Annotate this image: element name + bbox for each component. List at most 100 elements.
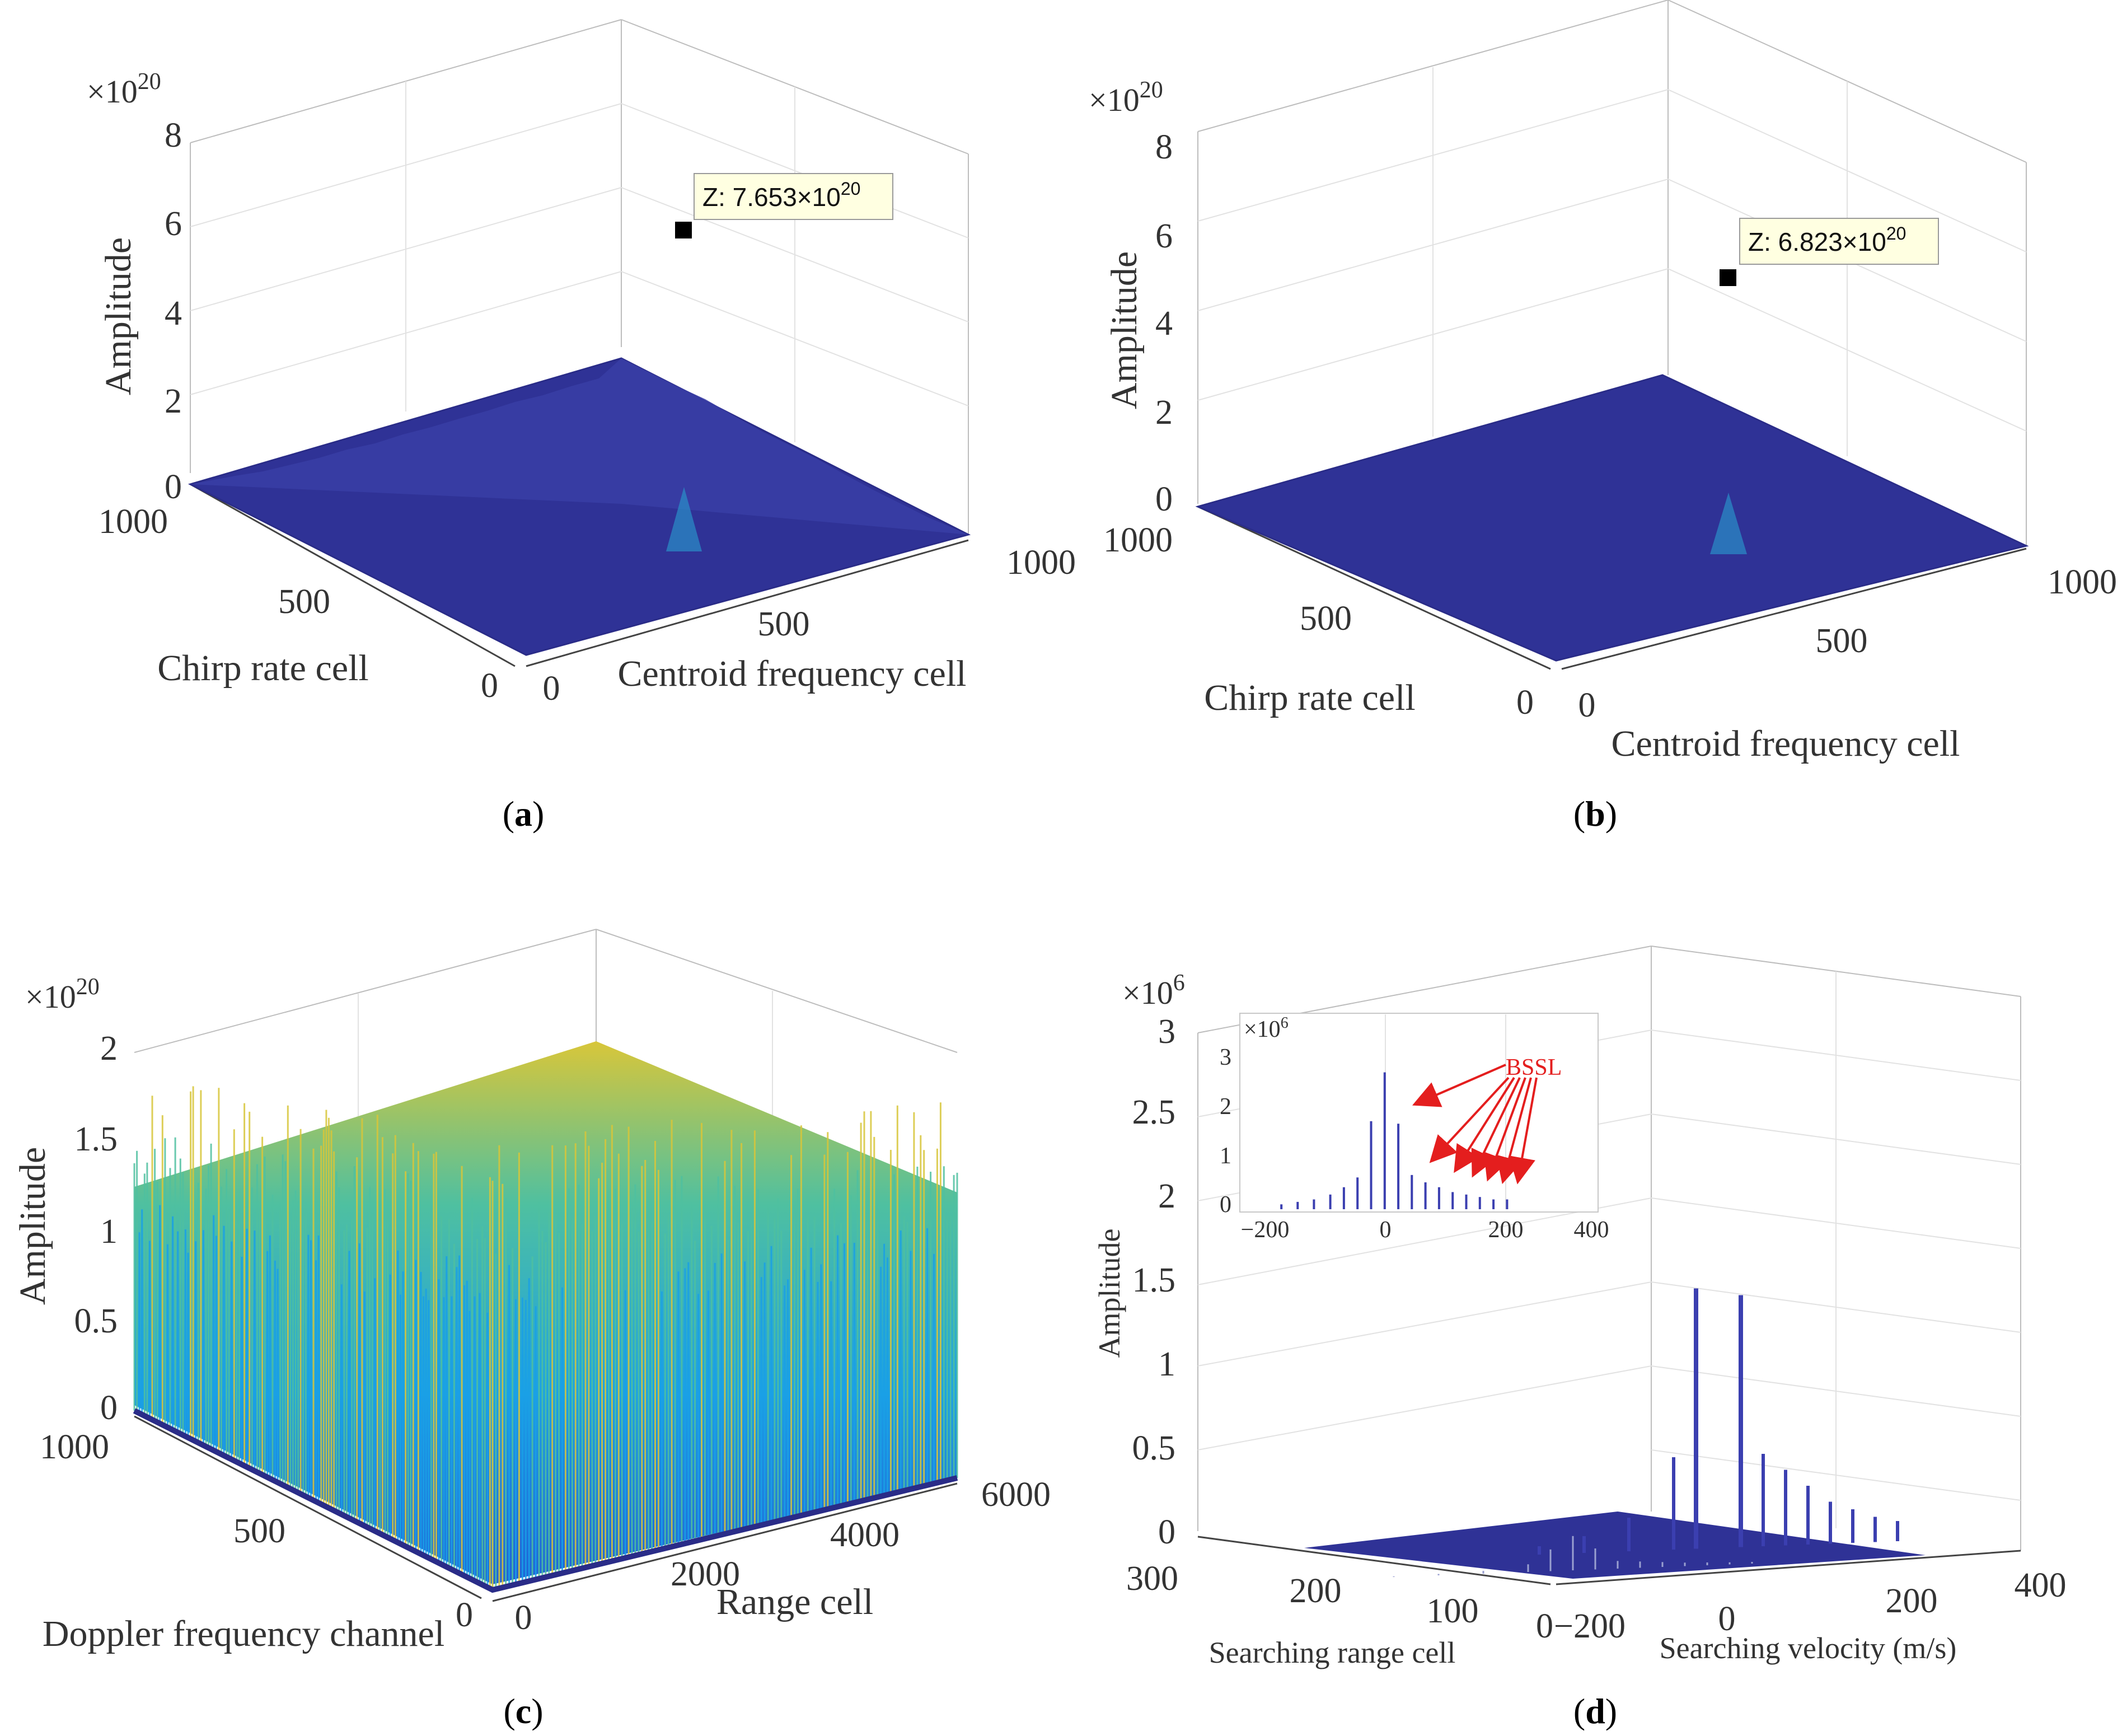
z-tick: 3 (1158, 1013, 1175, 1051)
panel-b-z-multiplier: ×1020 (1089, 77, 1163, 118)
panel-c-y-label: Range cell (716, 1581, 873, 1622)
y-tick: 500 (1816, 622, 1868, 660)
x-tick: 100 (1427, 1592, 1479, 1630)
panel-d-stems (1393, 1136, 1899, 1577)
z-tick: 1.5 (74, 1120, 118, 1158)
panel-a-z-ticks: 0 2 4 6 8 (165, 116, 182, 506)
z-tick: 6 (165, 205, 182, 243)
inset-y-ticks: 0 1 2 3 (1220, 1045, 1231, 1218)
panel-b-datatip-label: Z: 6.823×10 (1748, 227, 1886, 256)
z-tick: 1.5 (1132, 1261, 1176, 1299)
panel-d-x-ticks: 300 200 100 0 (1126, 1560, 1553, 1645)
y-tick: 0 (1578, 686, 1596, 724)
panel-b-x-ticks: 1000 500 0 (1103, 521, 1534, 722)
panel-a-box (190, 19, 969, 667)
x-tick: 500 (1300, 600, 1352, 638)
panel-c-y-ticks: 0 2000 4000 6000 (515, 1476, 1051, 1637)
panel-a-caption: (a) (503, 794, 545, 834)
panel-a-peak-marker (675, 222, 692, 238)
x-tick: 0 (456, 1596, 473, 1634)
z-tick: 8 (165, 116, 182, 155)
x-tick: 500 (278, 583, 330, 621)
panel-b-peak-base (1710, 493, 1747, 554)
panel-b-caption: (b) (1573, 794, 1617, 834)
panel-a-datatip-exp: 20 (841, 179, 861, 199)
inset-y-multiplier: ×106 (1244, 1014, 1289, 1042)
inset-x-tick: −200 (1241, 1217, 1290, 1243)
z-tick: 1 (100, 1213, 118, 1251)
panel-a-surface-ridge (190, 358, 968, 535)
z-tick: 2 (100, 1030, 118, 1068)
y-tick: 0 (515, 1599, 532, 1637)
z-tick: 2 (1158, 1177, 1175, 1215)
z-tick: 0 (1155, 480, 1173, 518)
inset-y-tick: 0 (1220, 1192, 1231, 1218)
z-tick: 1 (1158, 1345, 1175, 1383)
z-tick: 8 (1155, 128, 1173, 166)
z-tick: 0 (1158, 1513, 1175, 1551)
panel-d-z-label: Amplitude (1093, 1229, 1126, 1358)
inset-x-tick: 0 (1380, 1217, 1392, 1243)
panel-a-datatip: Z: 7.653×1020 (694, 173, 893, 220)
svg-text:Z: 7.653×1020: Z: 7.653×1020 (702, 179, 860, 212)
panel-a-x-ticks: 1000 500 0 (99, 503, 498, 705)
y-tick: 4000 (830, 1516, 900, 1554)
inset-y-tick: 2 (1220, 1094, 1231, 1120)
panel-b-peak-marker (1720, 269, 1736, 286)
z-tick: 2.5 (1132, 1093, 1176, 1131)
svg-text:Z: 6.823×1020: Z: 6.823×1020 (1748, 223, 1906, 256)
panel-c-z-label: Amplitude (12, 1147, 53, 1305)
y-tick: 6000 (981, 1476, 1051, 1514)
y-tick: 2000 (671, 1555, 740, 1593)
z-tick: 2 (1155, 394, 1173, 432)
panel-d-inset: 0 1 2 3 ×106 −200 0 200 400 BSSL (1220, 1013, 1609, 1243)
panel-b-datatip: Z: 6.823×1020 (1739, 218, 1939, 265)
x-tick: 0 (1536, 1607, 1553, 1645)
panel-c-z-ticks: 0 0.5 1 1.5 2 (74, 1030, 118, 1427)
y-tick: 200 (1886, 1582, 1938, 1620)
z-tick: 0 (165, 468, 182, 506)
x-tick: 1000 (99, 503, 168, 541)
z-tick: 6 (1155, 217, 1173, 255)
panel-a-y-label: Centroid frequency cell (617, 653, 966, 694)
panel-c-x-ticks: 1000 500 0 (40, 1428, 473, 1634)
inset-bssl-annotation: BSSL (1506, 1055, 1562, 1080)
y-tick: 500 (758, 605, 810, 643)
panel-b-surface (1195, 374, 2029, 662)
panel-b: Z: 6.823×1020 0 2 4 6 8 ×1020 Amplitude … (1089, 0, 2117, 834)
z-tick: 4 (1155, 305, 1173, 343)
y-tick: 0 (1718, 1600, 1736, 1638)
panel-b-z-label: Amplitude (1104, 251, 1145, 409)
panel-d-y-label: Searching velocity (m/s) (1660, 1631, 1957, 1665)
panel-b-x-label: Chirp rate cell (1204, 677, 1416, 718)
x-tick: 1000 (40, 1428, 109, 1466)
panel-b-y-ticks: 0 500 1000 (1578, 563, 2118, 724)
x-tick: 1000 (1103, 521, 1173, 559)
panel-d-z-multiplier: ×106 (1122, 970, 1185, 1011)
panel-c: 0 0.5 1 1.5 2 ×1020 Amplitude 1000 500 0… (12, 929, 1051, 1731)
panel-d-y-ticks: −200 0 200 400 (1554, 1566, 2066, 1645)
inset-x-ticks: −200 0 200 400 (1241, 1217, 1609, 1243)
y-tick: 400 (2015, 1566, 2067, 1604)
x-tick: 0 (481, 667, 498, 705)
z-tick: 0.5 (1132, 1429, 1176, 1467)
y-tick: 1000 (2048, 563, 2117, 601)
z-tick: 0 (100, 1389, 118, 1427)
panel-a-y-ticks: 0 500 1000 (543, 544, 1076, 708)
x-tick: 0 (1516, 684, 1534, 722)
panel-c-noise-spikes (133, 1086, 958, 1590)
inset-x-tick: 400 (1574, 1217, 1609, 1243)
z-tick: 4 (165, 294, 182, 333)
inset-y-tick: 1 (1220, 1143, 1231, 1169)
panel-c-x-label: Doppler frequency channel (43, 1613, 444, 1654)
panel-b-y-label: Centroid frequency cell (1611, 723, 1960, 764)
x-tick: 200 (1290, 1572, 1342, 1610)
panel-d: 0 0.5 1 1.5 2 2.5 3 ×106 Amplitude 300 2… (1093, 946, 2067, 1731)
panel-d-x-label: Searching range cell (1209, 1636, 1456, 1669)
inset-frame (1239, 1013, 1599, 1213)
inset-bssl-arrows (1412, 1064, 1538, 1185)
y-tick: 0 (543, 670, 560, 708)
inset-y-tick: 3 (1220, 1045, 1231, 1070)
panel-b-z-ticks: 0 2 4 6 8 (1155, 128, 1173, 518)
